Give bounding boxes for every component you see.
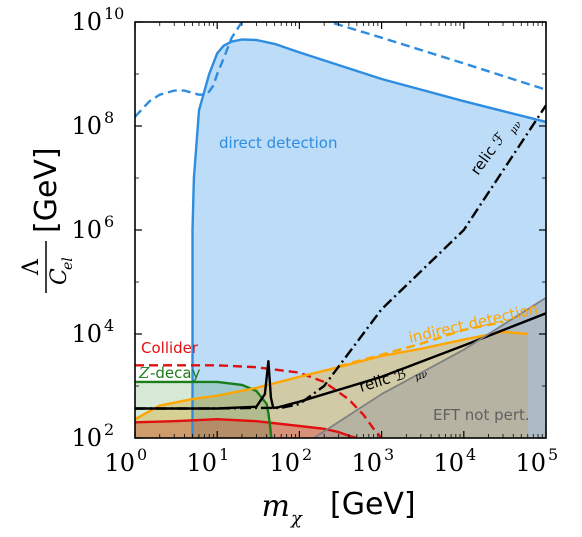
eft-region (313, 297, 546, 438)
xlabel-sub: χ (289, 508, 303, 529)
ytick-exp: 10 (104, 4, 124, 23)
series-line (135, 22, 546, 118)
xtick-label: 10 (433, 449, 464, 477)
xtick-label: 10 (269, 449, 300, 477)
xlabel-unit: [GeV] (330, 487, 416, 522)
x-axis-label: m χ [GeV] (262, 487, 416, 529)
xtick-exp: 3 (384, 445, 394, 464)
xtick-exp: 4 (466, 445, 476, 464)
xtick-exp: 1 (219, 445, 229, 464)
series-line (135, 418, 358, 438)
series-line (338, 320, 504, 368)
z-decay-region (135, 381, 272, 438)
series-line (135, 380, 273, 438)
xtick-exp: 0 (137, 445, 147, 464)
ytick-label: 10 (71, 424, 102, 452)
tick-marks (134, 21, 547, 439)
curves (135, 22, 546, 438)
xtick-label: 10 (104, 449, 135, 477)
label-relic-b-sub: μν (414, 369, 429, 383)
x-tick-labels: 10 0 10 1 10 2 10 3 10 4 10 5 (104, 445, 558, 477)
series-line (135, 330, 528, 421)
series-line (191, 38, 546, 438)
label-z-decay-symbol: Z (138, 364, 150, 382)
xtick-exp: 5 (548, 445, 558, 464)
ylabel-unit: [GeV] (29, 147, 64, 233)
label-z-decay: Z -decay (138, 364, 201, 382)
ytick-exp: 8 (104, 108, 114, 127)
series-line (135, 104, 546, 410)
xtick-label: 10 (515, 449, 546, 477)
ytick-label: 10 (71, 320, 102, 348)
series-line (135, 364, 383, 438)
ytick-exp: 6 (104, 212, 114, 231)
xtick-exp: 2 (302, 445, 312, 464)
label-eft-not-pert: EFT not pert. (433, 406, 530, 424)
y-axis-label: Λ C el [GeV] (19, 147, 76, 293)
ylabel-numerator: Λ (19, 258, 44, 276)
ytick-exp: 4 (104, 316, 114, 335)
xtick-label: 10 (351, 449, 382, 477)
label-collider: Collider (141, 339, 199, 357)
label-z-decay-rest: -decay (150, 364, 201, 382)
collider-region (135, 419, 357, 438)
ylabel-den-sub: el (60, 257, 76, 270)
ytick-label: 10 (71, 112, 102, 140)
series-line (313, 296, 546, 438)
direct-detection-region (192, 39, 546, 438)
ytick-label: 10 (71, 8, 102, 36)
xlabel-symbol: m (262, 489, 290, 524)
ytick-exp: 2 (104, 420, 114, 439)
ylabel-den-symbol: C (47, 268, 72, 285)
xtick-label: 10 (186, 449, 217, 477)
ytick-label: 10 (71, 216, 102, 244)
label-direct-detection: direct detection (219, 134, 338, 152)
y-tick-labels: 10 2 10 4 10 6 10 8 10 10 (71, 4, 124, 452)
